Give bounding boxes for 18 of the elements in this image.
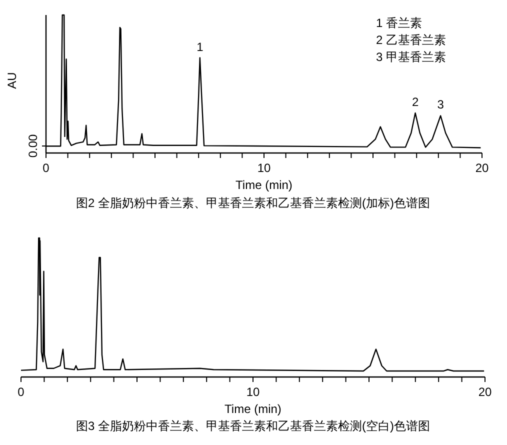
y-axis-title: AU — [5, 72, 19, 89]
annotation: 2 — [412, 94, 419, 109]
text: 图2 全脂奶粉中香兰素、甲基香兰素和乙基香兰素检测(加标)色谱图 — [76, 196, 430, 210]
x-tick-label: 0 — [42, 161, 50, 175]
text: 图3 全脂奶粉中香兰素、甲基香兰素和乙基香兰素检测(空白)色谱图 — [76, 419, 430, 433]
x-tick-label: 20 — [475, 161, 489, 175]
annotation: 1 — [196, 40, 204, 54]
x-tick-label: 0 — [18, 385, 25, 399]
annotation: 3 — [437, 98, 444, 112]
x-tick-label: 20 — [478, 385, 492, 399]
x-tick-label: 10 — [246, 385, 260, 399]
x-tick-label: 10 — [257, 161, 271, 175]
x-axis-title: Time (min) — [236, 178, 292, 192]
x-axis-title: Time (min) — [224, 402, 282, 416]
annotation: 2 乙基香兰素 — [376, 33, 446, 47]
annotation: 3 甲基香兰素 — [376, 50, 446, 64]
annotation: 1 香兰素 — [376, 16, 422, 30]
text: 0.00 — [26, 134, 40, 158]
